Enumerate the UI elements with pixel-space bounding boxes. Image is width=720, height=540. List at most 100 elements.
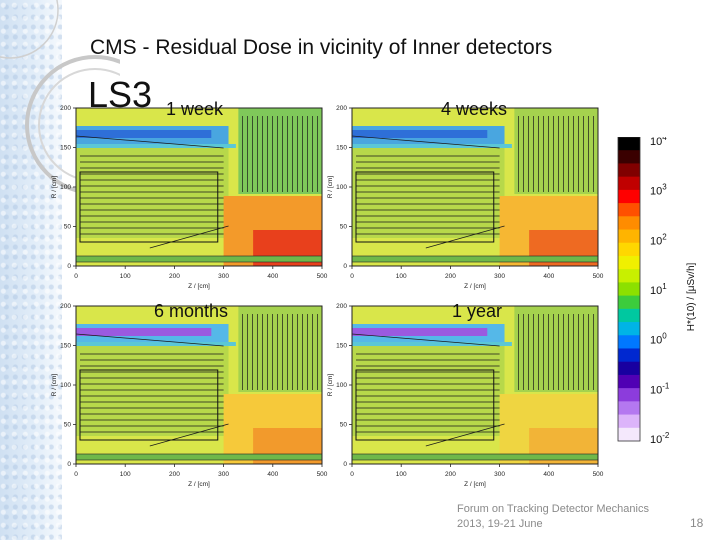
slant-line xyxy=(149,423,229,447)
x-tick-label: 100 xyxy=(396,471,407,478)
colorbar-tick-label: 10-1 xyxy=(650,381,670,396)
endcap-region xyxy=(514,108,598,194)
colorbar-tick-label: 101 xyxy=(650,282,667,297)
x-tick-label: 0 xyxy=(350,273,354,280)
y-axis-label: R / [cm] xyxy=(327,374,334,397)
y-tick-label: 50 xyxy=(64,224,72,231)
slide-title: CMS - Residual Dose in vicinity of Inner… xyxy=(90,36,552,60)
colorbar-segment xyxy=(618,361,640,376)
slant-line xyxy=(75,333,224,347)
x-tick-label: 500 xyxy=(593,273,604,280)
x-tick-label: 500 xyxy=(317,273,328,280)
detector-lines xyxy=(351,314,594,447)
slant-line xyxy=(351,135,500,149)
footer: Forum on Tracking Detector Mechanics 201… xyxy=(457,502,649,532)
dose-map-panel-1-year: 0 100 200 300 400 500 0 50 100 150 200 Z / [cm] R / … xyxy=(327,303,604,488)
cylinder-outline xyxy=(355,369,495,441)
colorbar-segment xyxy=(618,255,640,270)
x-tick-label: 200 xyxy=(445,471,456,478)
band-edge xyxy=(76,144,236,148)
x-axis-label: Z / [cm] xyxy=(464,481,486,488)
detector-lines xyxy=(351,116,594,249)
x-tick-label: 300 xyxy=(218,273,229,280)
y-tick-label: 200 xyxy=(336,105,347,112)
colorbar-frame xyxy=(617,137,641,442)
y-tick-label: 150 xyxy=(336,343,347,350)
x-tick-label: 400 xyxy=(267,273,278,280)
slant-line xyxy=(75,135,224,149)
structure-region xyxy=(352,148,505,238)
y-tick-label: 0 xyxy=(343,461,347,468)
slant-line xyxy=(351,333,500,347)
x-tick-label: 0 xyxy=(350,471,354,478)
y-tick-label: 200 xyxy=(60,105,71,112)
colorbar-label: H*(10) / [μSv/h] xyxy=(686,263,697,332)
panel-label-1-week: 1 week xyxy=(166,99,224,119)
x-tick-label: 300 xyxy=(218,471,229,478)
x-tick-label: 200 xyxy=(445,273,456,280)
x-tick-label: 300 xyxy=(494,273,505,280)
band-edge xyxy=(76,342,236,346)
slant-line xyxy=(425,423,505,447)
y-tick-label: 0 xyxy=(67,461,71,468)
footer-line-2: 2013, 19-21 June xyxy=(457,518,543,530)
cylinder-outline xyxy=(79,171,219,243)
slant-line xyxy=(149,225,229,249)
x-tick-label: 100 xyxy=(396,273,407,280)
y-tick-label: 0 xyxy=(67,263,71,270)
colorbar-tick-label: 10-2 xyxy=(650,431,670,446)
beam-region-core xyxy=(352,328,488,336)
y-tick-label: 200 xyxy=(60,303,71,310)
colorbar-segment xyxy=(618,216,640,231)
colorbar-segment xyxy=(618,374,640,389)
x-tick-label: 200 xyxy=(169,273,180,280)
colorbar-segment xyxy=(618,176,640,191)
y-axis-label: R / [cm] xyxy=(327,176,334,199)
beam-pipe xyxy=(75,453,323,461)
y-axis-label: R / [cm] xyxy=(51,374,58,397)
colorbar-tick-label: 100 xyxy=(650,332,667,347)
y-tick-label: 150 xyxy=(60,145,71,152)
colorbar-segment xyxy=(618,150,640,164)
colorbar-segment xyxy=(618,203,640,217)
colorbar-segment xyxy=(618,189,640,204)
y-tick-label: 100 xyxy=(336,184,347,191)
structure-region xyxy=(352,346,505,436)
y-tick-label: 50 xyxy=(340,422,348,429)
beam-pipe xyxy=(75,255,323,263)
colorbar-tick-label: 103 xyxy=(650,183,667,198)
y-tick-label: 150 xyxy=(60,343,71,350)
y-tick-label: 100 xyxy=(60,382,71,389)
x-tick-label: 500 xyxy=(317,471,328,478)
beam-region-core xyxy=(76,130,212,138)
colorbar-segment xyxy=(618,388,640,402)
endcap-region xyxy=(238,306,322,392)
panel-label-4-weeks: 4 weeks xyxy=(441,99,508,119)
x-tick-label: 400 xyxy=(543,471,554,478)
detector-lines xyxy=(75,116,318,249)
y-tick-label: 150 xyxy=(336,145,347,152)
panel-label-6-months: 6 months xyxy=(154,301,229,321)
colorbar-segment xyxy=(618,335,640,349)
colorbar-segment xyxy=(618,282,640,297)
panel-label-1-year: 1 year xyxy=(452,301,503,321)
y-tick-label: 100 xyxy=(60,184,71,191)
beam-region-core xyxy=(76,328,212,336)
x-tick-label: 400 xyxy=(267,471,278,478)
detector-lines xyxy=(75,314,318,447)
dose-map-panel-4-weeks: 0 100 200 300 400 500 0 50 100 150 200 Z / [cm] R / … xyxy=(327,105,604,290)
y-tick-label: 50 xyxy=(64,422,72,429)
colorbar-segment xyxy=(618,137,640,151)
colorbar-segment xyxy=(618,348,640,363)
colorbar-segment xyxy=(618,163,640,178)
x-tick-label: 500 xyxy=(593,471,604,478)
cylinder-outline xyxy=(79,369,219,441)
colorbar-tick-label: 104 xyxy=(650,137,667,148)
y-tick-label: 0 xyxy=(343,263,347,270)
x-tick-label: 0 xyxy=(74,471,78,478)
x-tick-label: 0 xyxy=(74,273,78,280)
beam-region-core xyxy=(352,130,488,138)
dose-map-panel-6-months: 0 100 200 300 400 500 0 50 100 150 200 Z / [cm] R / … xyxy=(51,303,328,488)
cylinder-outline xyxy=(355,171,495,243)
colorbar-segment xyxy=(618,295,640,310)
